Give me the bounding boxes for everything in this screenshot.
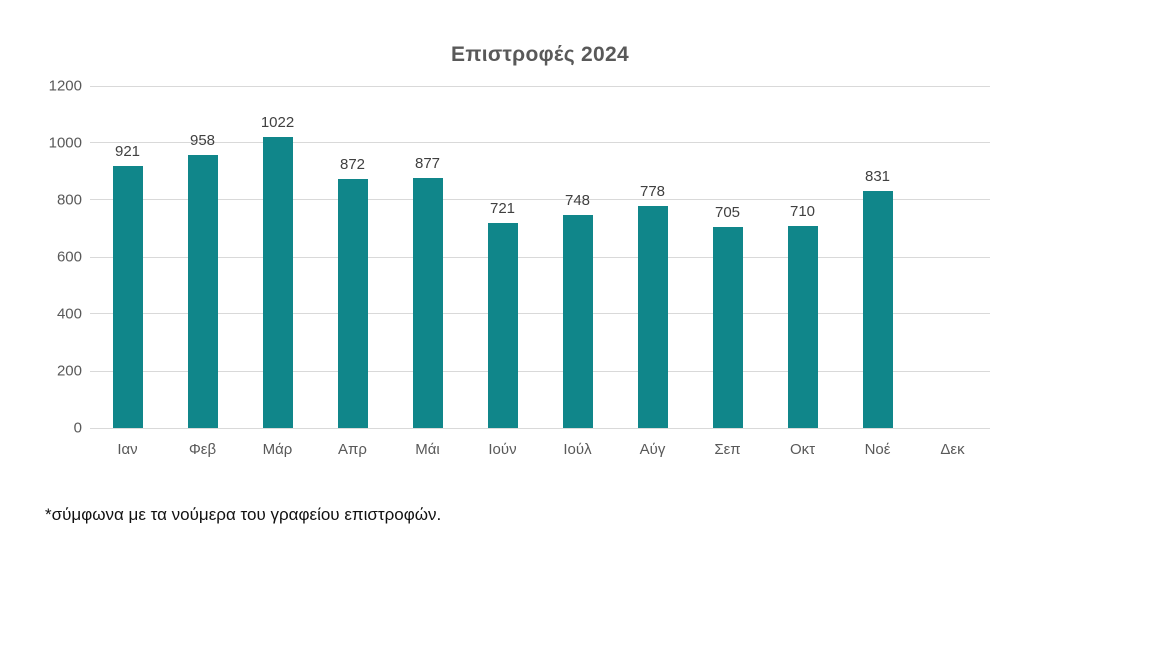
footnote-text: *σύμφωνα με τα νούμερα του γραφείου επισ… bbox=[45, 505, 442, 524]
bar-jan bbox=[112, 165, 143, 428]
bar-jun bbox=[487, 222, 518, 428]
bar-slot-sep: 705 bbox=[690, 86, 765, 428]
x-tick-label-jun: Ιούν bbox=[488, 441, 517, 458]
y-axis: 0 200 400 600 800 1000 1200 bbox=[0, 78, 82, 437]
bar-value-label-mar: 1022 bbox=[260, 113, 295, 131]
bar-slot-may: 877 bbox=[390, 86, 465, 428]
bar-slot-nov: 831 bbox=[840, 86, 915, 428]
bar-slot-jun: 721 bbox=[465, 86, 540, 428]
gridline-400 bbox=[90, 313, 990, 315]
y-tick-label-0: 0 bbox=[73, 419, 82, 437]
y-tick-label-600: 600 bbox=[56, 248, 82, 266]
bar-value-label-jul: 748 bbox=[564, 191, 591, 209]
bar-aug bbox=[637, 206, 668, 428]
bar-value-label-jan: 921 bbox=[114, 142, 141, 160]
bar-jul bbox=[562, 214, 593, 428]
bar-value-label-feb: 958 bbox=[189, 131, 216, 149]
x-tick-label-oct: Οκτ bbox=[789, 441, 816, 458]
bar-value-label-jun: 721 bbox=[489, 199, 516, 217]
x-axis: Ιαν Φεβ Μάρ Απρ Μάι Ιούν Ιούλ Αύγ Σεπ Οκτ Νοέ Δεκ bbox=[90, 441, 990, 458]
y-tick-label-400: 400 bbox=[56, 305, 82, 323]
bar-slot-apr: 872 bbox=[315, 86, 390, 428]
y-tick-label-1000: 1000 bbox=[48, 134, 82, 152]
bar-feb bbox=[187, 154, 218, 428]
x-tick-label-feb: Φεβ bbox=[188, 441, 217, 458]
plot-area: 921 958 1022 872 877 721 748 778 705 710 831 bbox=[90, 85, 990, 429]
gridline-800 bbox=[90, 199, 990, 201]
x-tick-label-jan: Ιαν bbox=[117, 441, 138, 458]
bar-oct bbox=[787, 225, 818, 428]
y-tick-label-1200: 1200 bbox=[48, 77, 82, 95]
x-tick-label-dec: Δεκ bbox=[940, 441, 965, 458]
bar-nov bbox=[862, 191, 893, 428]
y-tick-label-200: 200 bbox=[56, 362, 82, 380]
y-tick-label-800: 800 bbox=[56, 191, 82, 209]
bar-sep bbox=[712, 227, 743, 428]
gridline-1200 bbox=[90, 85, 990, 87]
bar-may bbox=[412, 178, 443, 428]
bar-value-label-oct: 710 bbox=[789, 202, 816, 220]
gridline-1000 bbox=[90, 142, 990, 144]
bar-slot-mar: 1022 bbox=[240, 86, 315, 428]
bars-layer: 921 958 1022 872 877 721 748 778 705 710 831 bbox=[90, 86, 990, 428]
bar-value-label-aug: 778 bbox=[639, 183, 666, 201]
x-tick-label-aug: Αύγ bbox=[639, 441, 666, 458]
bar-value-label-apr: 872 bbox=[339, 156, 366, 174]
bar-slot-aug: 778 bbox=[615, 86, 690, 428]
x-tick-label-nov: Νοέ bbox=[864, 441, 891, 458]
gridline-600 bbox=[90, 256, 990, 258]
bar-slot-dec bbox=[915, 86, 990, 428]
gridline-0 bbox=[90, 427, 990, 429]
chart-title: Επιστροφές 2024 bbox=[451, 43, 629, 66]
bar-mar bbox=[262, 136, 293, 428]
x-tick-label-mar: Μάρ bbox=[262, 441, 293, 458]
bar-slot-jan: 921 bbox=[90, 86, 165, 428]
bar-slot-jul: 748 bbox=[540, 86, 615, 428]
bar-slot-oct: 710 bbox=[765, 86, 840, 428]
x-tick-label-sep: Σεπ bbox=[714, 441, 741, 458]
bar-value-label-nov: 831 bbox=[864, 168, 891, 186]
x-tick-label-may: Μάι bbox=[415, 441, 440, 458]
gridline-200 bbox=[90, 370, 990, 372]
bar-slot-feb: 958 bbox=[165, 86, 240, 428]
x-tick-label-apr: Απρ bbox=[338, 441, 367, 458]
x-tick-label-jul: Ιούλ bbox=[563, 441, 592, 458]
bar-apr bbox=[337, 179, 368, 428]
bar-value-label-sep: 705 bbox=[714, 204, 741, 222]
bar-value-label-may: 877 bbox=[414, 155, 441, 173]
